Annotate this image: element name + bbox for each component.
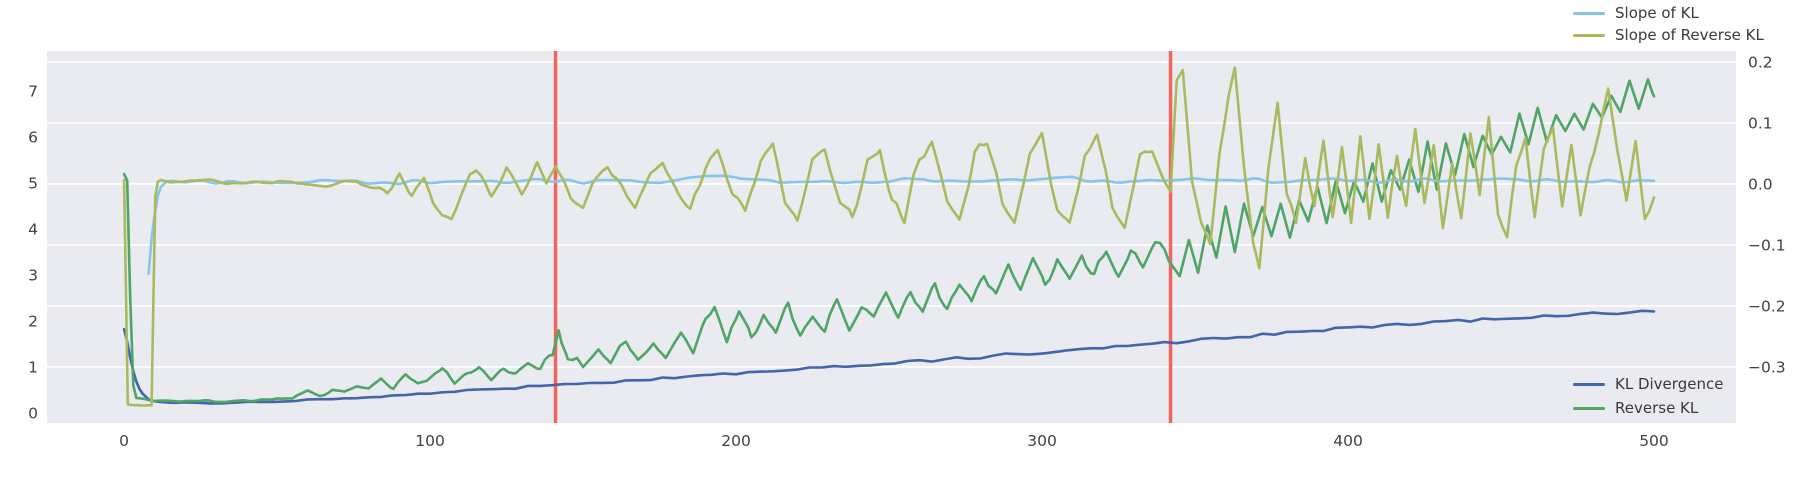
series-reverse-kl bbox=[122, 78, 1656, 404]
x-tick-labels: 0 100 200 300 400 500 bbox=[119, 432, 1669, 450]
left-tick-labels: 0 1 2 3 4 5 6 7 bbox=[28, 83, 38, 423]
vertical-marker-lines bbox=[553, 51, 1173, 423]
legend-top: Slope of KL Slope of Reverse KL bbox=[1573, 2, 1764, 46]
legend-label: Slope of Reverse KL bbox=[1615, 25, 1764, 44]
reverse-kl-line-swatch bbox=[1573, 406, 1605, 410]
slope-of-kl-line-swatch bbox=[1573, 11, 1605, 15]
x-tick-label: 200 bbox=[721, 432, 751, 450]
legend-label: KL Divergence bbox=[1615, 374, 1724, 393]
right-y-tick-label: −0.1 bbox=[1748, 236, 1786, 254]
plot-background bbox=[47, 51, 1736, 423]
left-y-tick-label: 4 bbox=[28, 221, 38, 239]
right-y-tick-label: −0.2 bbox=[1748, 297, 1786, 315]
right-y-tick-label: 0.1 bbox=[1748, 114, 1773, 132]
x-tick-label: 400 bbox=[1333, 432, 1363, 450]
left-y-tick-label: 0 bbox=[28, 405, 38, 423]
x-tick-label: 500 bbox=[1639, 432, 1669, 450]
left-y-tick-label: 2 bbox=[28, 313, 38, 331]
left-y-tick-label: 1 bbox=[28, 359, 38, 377]
right-y-tick-label: 0.2 bbox=[1748, 53, 1773, 71]
legend-label: Reverse KL bbox=[1615, 398, 1699, 417]
x-tick-label: 0 bbox=[119, 432, 129, 450]
slope-of-reverse-kl-line-swatch bbox=[1573, 33, 1605, 37]
x-tick-label: 100 bbox=[415, 432, 445, 450]
left-y-tick-label: 7 bbox=[28, 83, 38, 101]
legend-bottom: KL Divergence Reverse KL bbox=[1573, 372, 1723, 420]
right-y-tick-label: −0.3 bbox=[1748, 358, 1786, 376]
legend-item-kl-divergence: KL Divergence bbox=[1573, 372, 1723, 396]
left-y-tick-label: 3 bbox=[28, 267, 38, 285]
gridlines bbox=[47, 61, 1736, 368]
right-tick-labels: 0.2 0.1 0.0 −0.1 −0.2 −0.3 bbox=[1748, 53, 1786, 376]
series-slope-of-reverse-kl bbox=[122, 66, 1656, 407]
legend-label: Slope of KL bbox=[1615, 3, 1699, 22]
x-tick-label: 300 bbox=[1027, 432, 1057, 450]
right-y-tick-label: 0.0 bbox=[1748, 175, 1773, 193]
legend-item-slope-of-kl: Slope of KL bbox=[1573, 2, 1764, 24]
legend-item-slope-of-reverse-kl: Slope of Reverse KL bbox=[1573, 24, 1764, 46]
left-y-tick-label: 6 bbox=[28, 129, 38, 147]
kl-divergence-line-swatch bbox=[1573, 382, 1605, 386]
legend-item-reverse-kl: Reverse KL bbox=[1573, 396, 1723, 420]
series-kl-divergence bbox=[122, 309, 1656, 405]
left-y-tick-label: 5 bbox=[28, 175, 38, 193]
